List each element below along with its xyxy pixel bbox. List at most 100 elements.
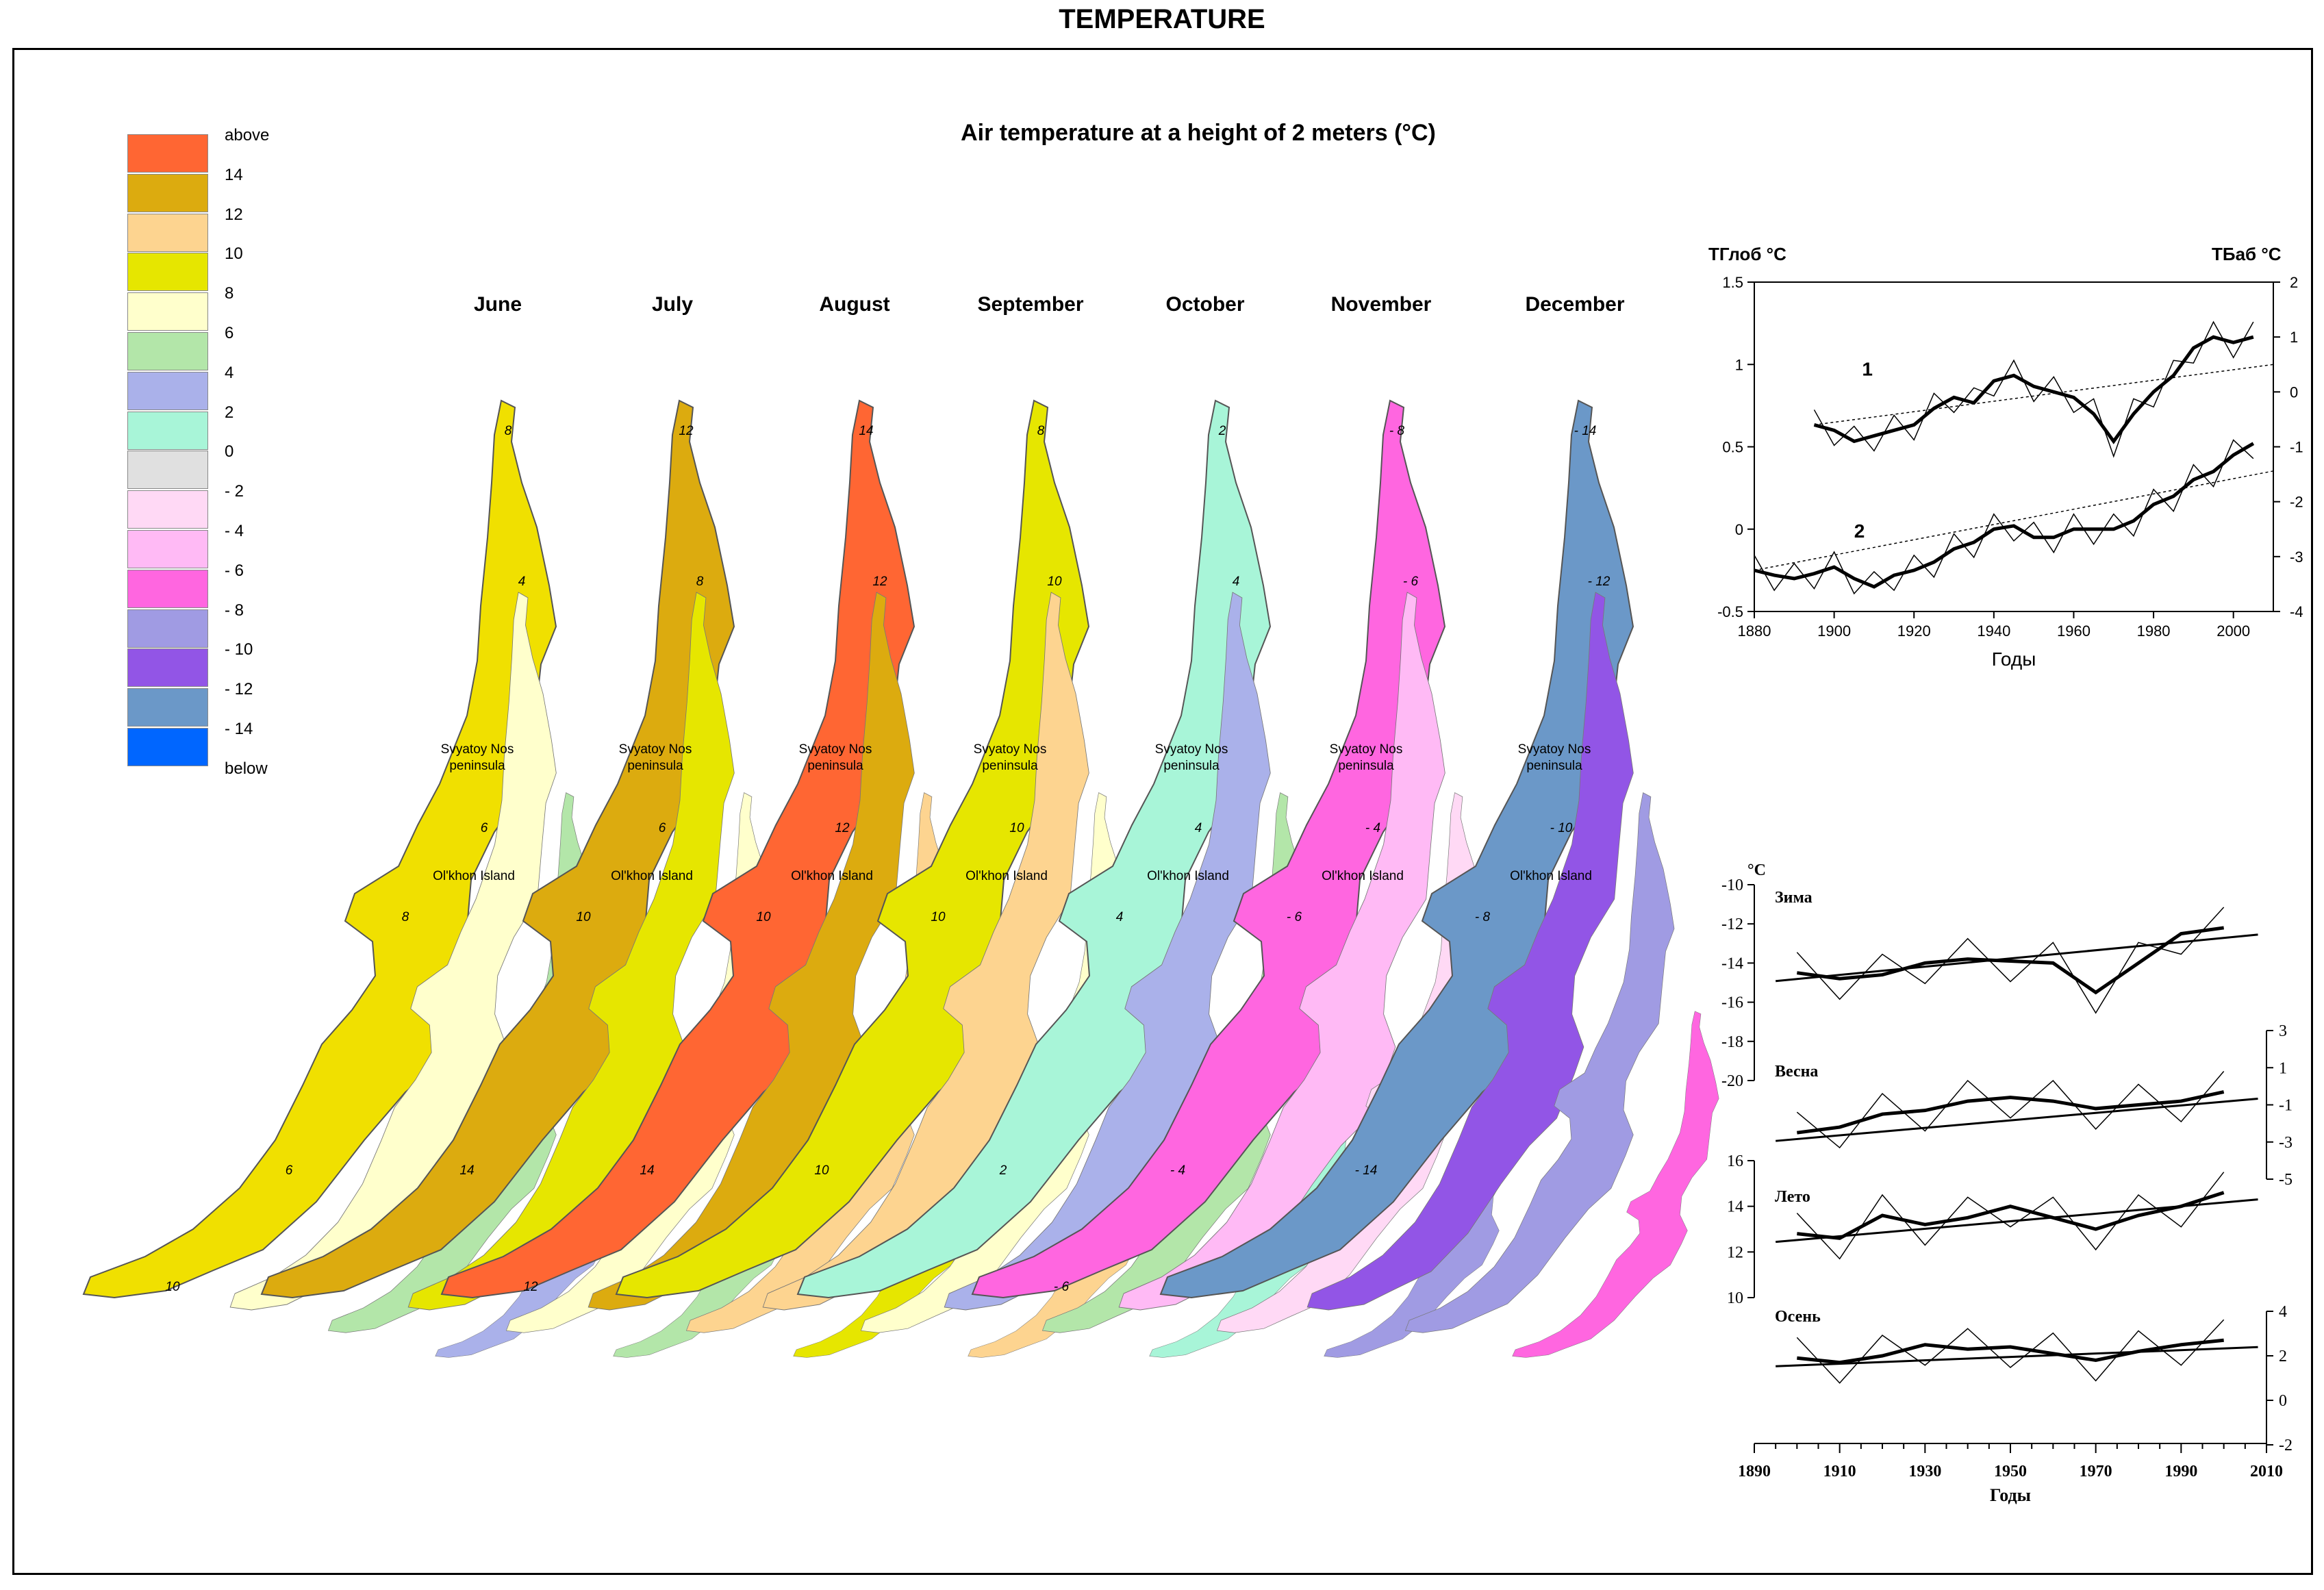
isotherm-label: - 12 (1588, 575, 1611, 589)
isotherm-label: - 6 (1403, 575, 1419, 589)
legend-swatch (127, 688, 208, 727)
peninsula-label: Svyatoy Nos (1330, 742, 1403, 757)
y-tick-label-right: -4 (2290, 603, 2303, 620)
legend-swatch (127, 213, 208, 252)
temperature-zone (944, 592, 1271, 1311)
month-label: July (651, 293, 694, 316)
series-line (1796, 926, 2225, 995)
trend-line (1776, 1198, 2258, 1244)
y-tick-label: 4 (2279, 1303, 2287, 1321)
series-line (1797, 1338, 2224, 1365)
x-tick-label: 1940 (1977, 622, 2010, 640)
isotherm-label: - 6 (1054, 1280, 1070, 1294)
peninsula-label: peninsula (982, 759, 1038, 773)
temperature-zone (762, 592, 1089, 1311)
series-label: 1 (1862, 358, 1873, 379)
isotherm-label: 14 (859, 424, 873, 438)
isotherm-label: 12 (679, 424, 694, 438)
legend-label: - 4 (225, 522, 244, 540)
legend-swatch (127, 371, 208, 410)
temperature-zone (1404, 792, 1675, 1333)
isotherm-label: 12 (872, 575, 887, 589)
season-label: Лето (1775, 1188, 1810, 1206)
isotherm-label: - 10 (1550, 821, 1573, 835)
peninsula-label: peninsula (627, 759, 683, 773)
legend-label: 12 (225, 205, 243, 224)
month-label: November (1330, 293, 1432, 316)
y-tick-label: -3 (2279, 1134, 2293, 1152)
temperature-zone (229, 592, 557, 1311)
legend-label: 8 (225, 284, 234, 303)
isotherm-label: 4 (518, 575, 526, 589)
y-tick-label: -16 (1721, 994, 1743, 1012)
isotherm-label: - 14 (1574, 424, 1597, 438)
isotherm-label: - 4 (1170, 1163, 1185, 1178)
series-line-annual (1796, 1319, 2225, 1384)
isotherm-label: 10 (165, 1280, 180, 1294)
isotherm-label: - 6 (1287, 910, 1302, 924)
peninsula-label: peninsula (807, 759, 863, 773)
peninsula-label: Svyatoy Nos (1518, 742, 1591, 757)
isotherm-label: 2 (1218, 424, 1226, 438)
legend-swatch (127, 332, 208, 370)
chart-global-baikal: 1880 1900 1920 1940 1960 1980 2000 1.5 1 0.5 0 -0.5… (1708, 244, 2303, 670)
figure-frame (12, 48, 2313, 1575)
legend-swatch (127, 609, 208, 648)
isotherm-label: 2 (999, 1163, 1007, 1178)
series-line (1754, 442, 2255, 589)
y-tick-label-left: 1 (1735, 356, 1743, 373)
month-label: October (1165, 293, 1245, 316)
legend-label: - 12 (225, 680, 253, 699)
legend-label: - 2 (225, 482, 244, 501)
y-tick-label-left: -0.5 (1717, 603, 1743, 620)
peninsula-label: peninsula (449, 759, 505, 773)
page-title: TEMPERATURE (1059, 4, 1265, 34)
x-tick-label: 1950 (1994, 1463, 2027, 1480)
season-label: Зима (1775, 889, 1813, 907)
legend-label: above (225, 126, 270, 144)
temperature-zone (1512, 1011, 1719, 1358)
series-line-annual (1796, 1071, 2225, 1149)
y-tick-label: -10 (1721, 876, 1743, 894)
series-line-annual (1754, 439, 2254, 595)
legend-swatch (127, 292, 208, 331)
legend-swatch (127, 451, 208, 490)
x-tick-label: 2000 (2216, 622, 2250, 640)
y-tick-label: 3 (2279, 1022, 2287, 1040)
trend-line (1754, 470, 2274, 571)
y-tick-label: -12 (1721, 916, 1743, 933)
month-label: September (977, 293, 1084, 316)
legend-label: - 8 (225, 601, 244, 620)
peninsula-label: peninsula (1338, 759, 1394, 773)
island-label: Ol'khon Island (1322, 869, 1404, 883)
isotherm-label: 6 (659, 821, 666, 835)
peninsula-label: Svyatoy Nos (1155, 742, 1228, 757)
series-line (1797, 1090, 2225, 1135)
y-tick-label: -18 (1721, 1033, 1743, 1051)
y-tick-label: 1 (2279, 1059, 2287, 1077)
y-tick-label: 0 (2279, 1392, 2287, 1410)
x-tick-label: 1920 (1897, 622, 1931, 640)
month-label: June (473, 293, 522, 316)
series-line-annual (1796, 1172, 2225, 1260)
map-title: Air temperature at a height of 2 meters … (961, 120, 1436, 146)
legend-swatch (127, 173, 208, 212)
y-tick-label-right: -3 (2290, 548, 2303, 566)
island-label: Ol'khon Island (433, 869, 515, 883)
x-tick-label: 1890 (1738, 1463, 1771, 1480)
x-tick-label: 1990 (2164, 1463, 2197, 1480)
series-label: 2 (1854, 520, 1865, 542)
peninsula-label: Svyatoy Nos (799, 742, 872, 757)
y-axis-label: °C (1747, 861, 1766, 879)
isotherm-label: 14 (640, 1163, 654, 1178)
legend-swatch (127, 648, 208, 687)
x-axis-label: Годы (1990, 1485, 2031, 1505)
y-tick-label: 10 (1727, 1289, 1743, 1307)
trend-line (1776, 1346, 2258, 1367)
x-tick-label: 1880 (1738, 622, 1771, 640)
legend-swatch (127, 728, 208, 766)
temperature-zone (1306, 592, 1634, 1311)
legend-label: 14 (225, 165, 243, 184)
legend-swatch (127, 411, 208, 450)
isotherm-label: 10 (576, 910, 591, 924)
